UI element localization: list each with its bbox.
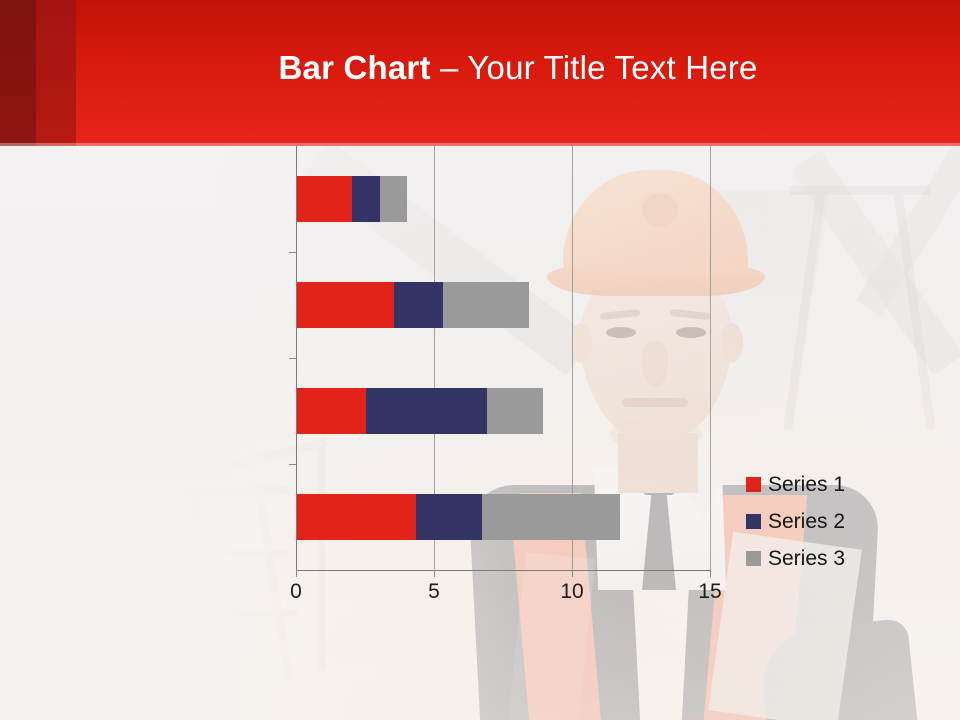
- x-axis-label: 15: [698, 580, 722, 603]
- bar-segment-series-2[interactable]: [415, 494, 482, 540]
- legend-item[interactable]: Series 1: [746, 468, 886, 505]
- bar-row[interactable]: [297, 282, 711, 328]
- legend-label: Series 3: [768, 547, 846, 570]
- header-band-dark: [0, 0, 36, 146]
- x-axis-tick: [710, 570, 711, 577]
- page-title-strong: Bar Chart: [278, 49, 431, 86]
- y-axis-tick: [289, 464, 296, 465]
- bar-segment-series-3[interactable]: [379, 176, 408, 222]
- legend-item[interactable]: Series 2: [746, 505, 886, 542]
- bar-row[interactable]: [297, 494, 711, 540]
- page-title-dash: –: [430, 49, 468, 86]
- x-axis-label: 10: [560, 580, 584, 603]
- x-axis-label: 0: [290, 580, 302, 603]
- bar-segment-series-1[interactable]: [297, 282, 394, 328]
- x-axis-line: [296, 570, 710, 571]
- bar-segment-series-2[interactable]: [393, 282, 444, 328]
- bar-segment-series-3[interactable]: [487, 388, 543, 434]
- bar-row[interactable]: [297, 388, 711, 434]
- bar-segment-series-1[interactable]: [297, 176, 353, 222]
- plot-area: 051015Category 1Category 2Category 3Cate…: [289, 146, 722, 603]
- gridline: [572, 146, 573, 570]
- chart-legend: Series 1 Series 2 Series 3: [746, 468, 886, 579]
- legend-swatch: [746, 551, 761, 566]
- bar-segment-series-3[interactable]: [443, 282, 529, 328]
- bar-segment-series-3[interactable]: [481, 494, 620, 540]
- x-axis-tick: [434, 570, 435, 577]
- page-title-light: Your Title Text Here: [467, 49, 758, 86]
- y-axis-tick: [289, 252, 296, 253]
- x-axis-label: 5: [428, 580, 440, 603]
- x-axis-tick: [572, 570, 573, 577]
- bar-segment-series-2[interactable]: [352, 176, 380, 222]
- header-banner: Bar Chart – Your Title Text Here: [0, 0, 960, 146]
- y-axis-tick: [289, 358, 296, 359]
- legend-item[interactable]: Series 3: [746, 542, 886, 579]
- legend-swatch: [746, 514, 761, 529]
- bar-segment-series-2[interactable]: [366, 388, 488, 434]
- x-axis-tick: [296, 570, 297, 577]
- header-band-mid: [36, 0, 76, 146]
- legend-label: Series 2: [768, 510, 846, 533]
- page-title: Bar Chart – Your Title Text Here: [76, 48, 960, 88]
- legend-label: Series 1: [768, 473, 846, 496]
- gridline: [710, 146, 711, 570]
- bar-row[interactable]: [297, 176, 711, 222]
- legend-swatch: [746, 477, 761, 492]
- bar-segment-series-1[interactable]: [297, 388, 366, 434]
- y-axis-line: [296, 146, 297, 570]
- gridline: [434, 146, 435, 570]
- bar-segment-series-1[interactable]: [297, 494, 416, 540]
- bar-chart: 051015Category 1Category 2Category 3Cate…: [0, 146, 960, 720]
- header-underline: [0, 143, 960, 146]
- header-band-main: [76, 0, 960, 146]
